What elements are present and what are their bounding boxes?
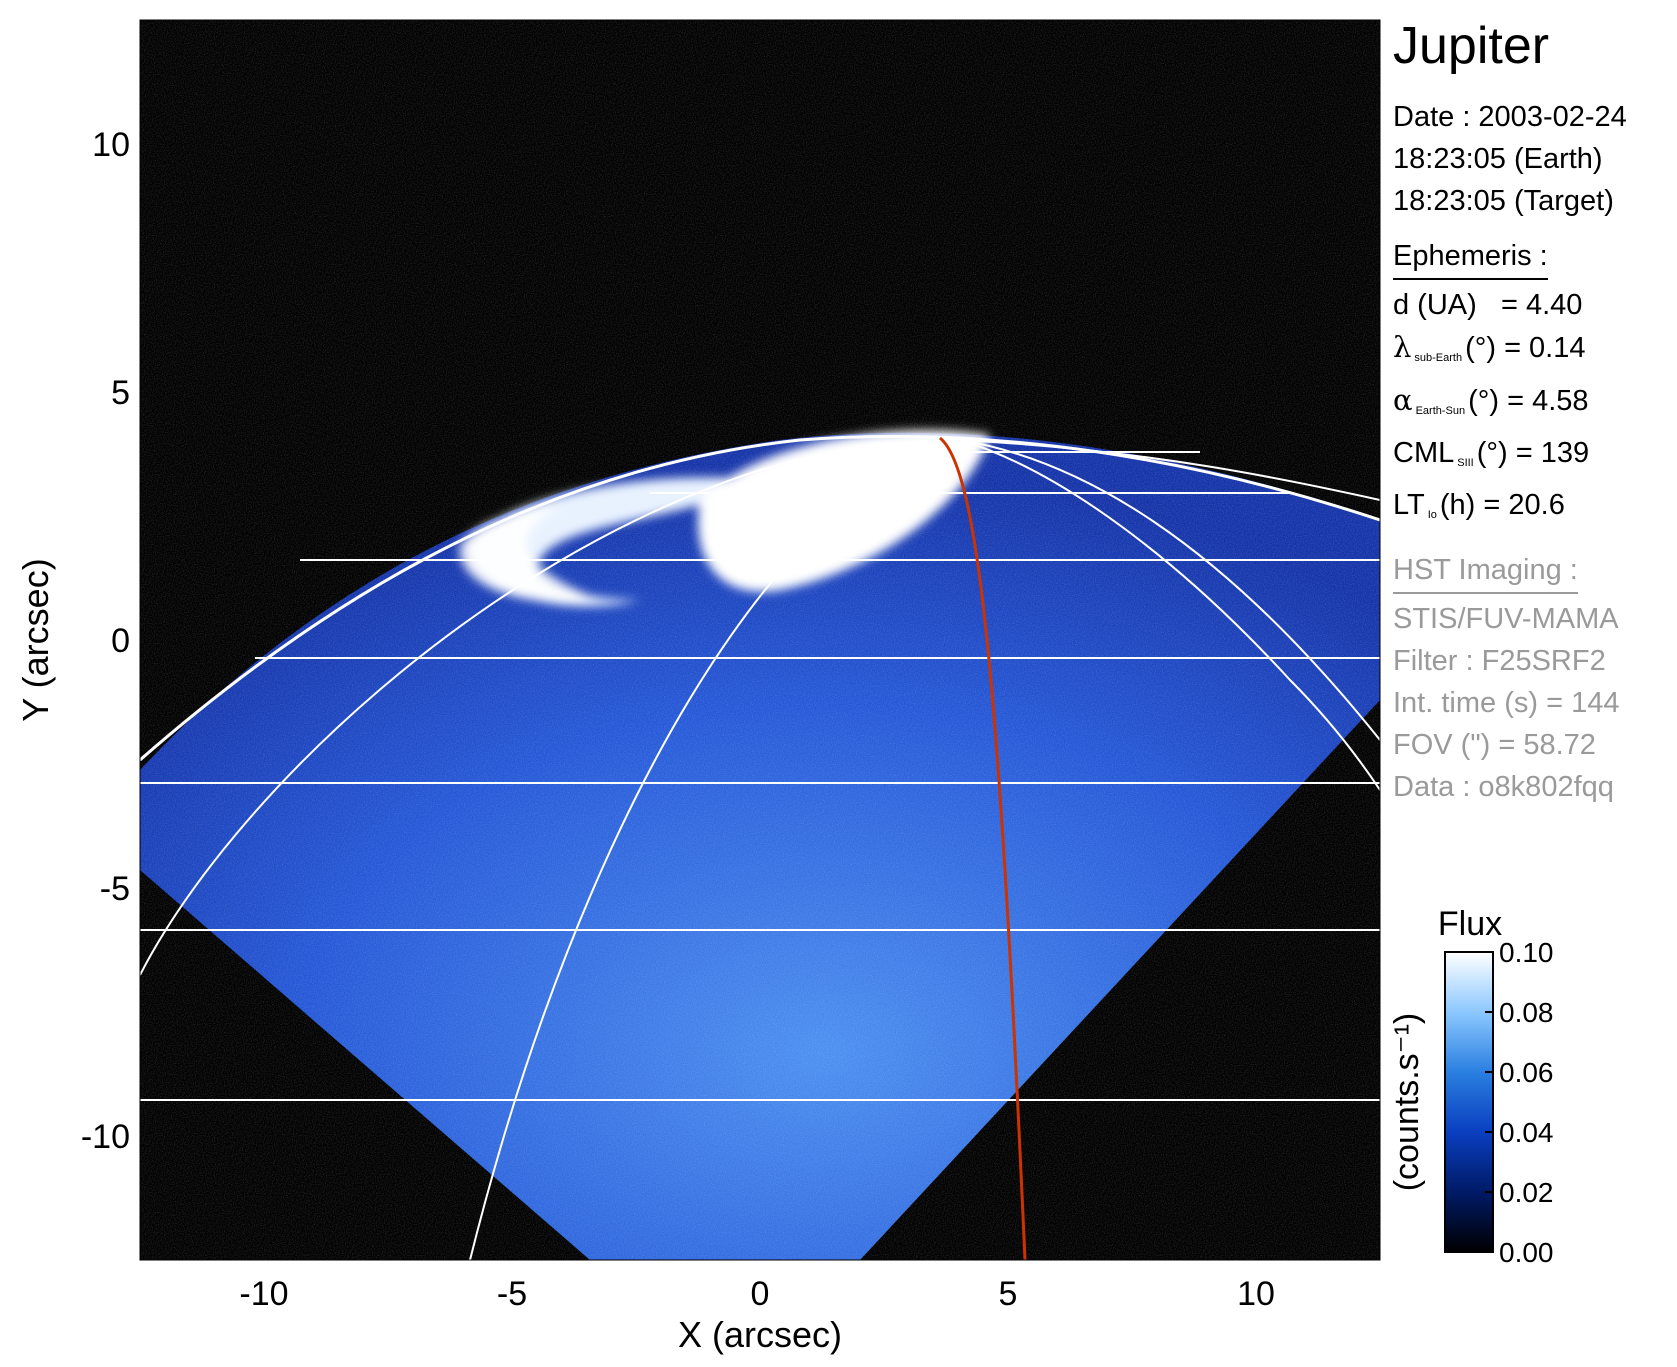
y-tick-label: -5 — [100, 870, 130, 908]
hst-block: HST Imaging : STIS/FUV-MAMA Filter : F25… — [1393, 550, 1673, 808]
colorbar-units: (counts.s⁻¹) — [1388, 1013, 1426, 1192]
cml-subscript: SIII — [1457, 457, 1474, 469]
x-tick-label: -10 — [239, 1275, 288, 1313]
x-axis-label: X (arcsec) — [678, 1314, 842, 1355]
y-tick-label: 10 — [92, 126, 130, 164]
cml-symbol: CML — [1393, 437, 1455, 469]
target-time-line: 18:23:05 (Target) — [1393, 185, 1614, 217]
ephemeris-block: Ephemeris : d (UA) = 4.40 λ sub-Earth (°) … — [1393, 236, 1673, 536]
fov-line: FOV (") = 58.72 — [1393, 729, 1596, 761]
y-tick-label: 0 — [111, 622, 130, 660]
lat-lon-grid — [140, 435, 1380, 1260]
y-tick-label: 5 — [111, 374, 130, 412]
alpha-symbol: α — [1393, 383, 1413, 417]
alpha-value: (°) = 4.58 — [1468, 385, 1589, 417]
x-tick-label: 5 — [999, 1275, 1018, 1313]
colorbar-tick-label: 0.02 — [1499, 1177, 1554, 1208]
lambda-value: (°) = 0.14 — [1465, 332, 1586, 364]
target-name: Jupiter — [1393, 17, 1550, 75]
data-id-line: Data : o8k802fqq — [1393, 771, 1614, 803]
colorbar-tick-label: 0.06 — [1499, 1057, 1554, 1088]
int-time-line: Int. time (s) = 144 — [1393, 687, 1620, 719]
lt-value: (h) = 20.6 — [1439, 489, 1565, 521]
filter-line: Filter : F25SRF2 — [1393, 645, 1606, 677]
colorbar-tick-label: 0.10 — [1499, 937, 1554, 968]
cml-value: (°) = 139 — [1476, 437, 1590, 469]
auroral-oval — [459, 430, 990, 607]
colorbar-gradient — [1444, 951, 1494, 1253]
latitude-line: λ sub-Earth (°) = 0.14 — [1393, 326, 1673, 379]
colorbar-tick-label: 0.08 — [1499, 997, 1554, 1028]
lt-symbol: LT — [1393, 489, 1425, 521]
distance-line: d (UA) = 4.40 — [1393, 284, 1673, 326]
cml-line: CML SIII (°) = 139 — [1393, 432, 1673, 484]
y-axis-label: Y (arcsec) — [15, 558, 56, 721]
io-local-time-line: LT Io (h) = 20.6 — [1393, 484, 1673, 536]
distance-value: = 4.40 — [1500, 289, 1583, 321]
y-axis: -10 -5 0 5 10 — [81, 126, 130, 1156]
x-tick-label: -5 — [497, 1275, 527, 1313]
hst-heading: HST Imaging : — [1393, 550, 1578, 594]
date-line: Date : 2003-02-24 — [1393, 101, 1627, 133]
colorbar-tick-label: 0.00 — [1499, 1237, 1554, 1268]
distance-label: d (UA) — [1393, 289, 1477, 321]
colorbar-tick-label: 0.04 — [1499, 1117, 1554, 1148]
io-footprint-curve — [939, 436, 1027, 1260]
alpha-subscript: Earth-Sun — [1415, 405, 1466, 417]
x-axis: -10 -5 0 5 10 — [239, 1275, 1274, 1313]
image-panel — [140, 20, 1380, 1260]
lt-subscript: Io — [1427, 509, 1437, 521]
colorbar-ticks: 0.00 0.02 0.04 0.06 0.08 0.10 — [1485, 937, 1554, 1268]
noise-texture — [140, 20, 1380, 1260]
y-tick-label: -10 — [81, 1118, 130, 1156]
image-frame — [139, 19, 1381, 1261]
lambda-symbol: λ — [1393, 330, 1412, 364]
x-tick-label: 0 — [751, 1275, 770, 1313]
ephemeris-heading: Ephemeris : — [1393, 236, 1548, 280]
instrument-line: STIS/FUV-MAMA — [1393, 603, 1619, 635]
colorbar: Flux 0.00 0.02 0.04 0.06 0.08 0.10 (counts.s⁻… — [1388, 905, 1554, 1268]
phase-angle-line: α Earth-Sun (°) = 4.58 — [1393, 379, 1673, 432]
earth-time-line: 18:23:05 (Earth) — [1393, 143, 1603, 175]
info-panel: Jupiter Date : 2003-02-24 18:23:05 (Eart… — [1393, 14, 1673, 808]
colorbar-title: Flux — [1438, 905, 1502, 943]
lambda-subscript: sub-Earth — [1414, 352, 1463, 364]
x-tick-label: 10 — [1237, 1275, 1275, 1313]
